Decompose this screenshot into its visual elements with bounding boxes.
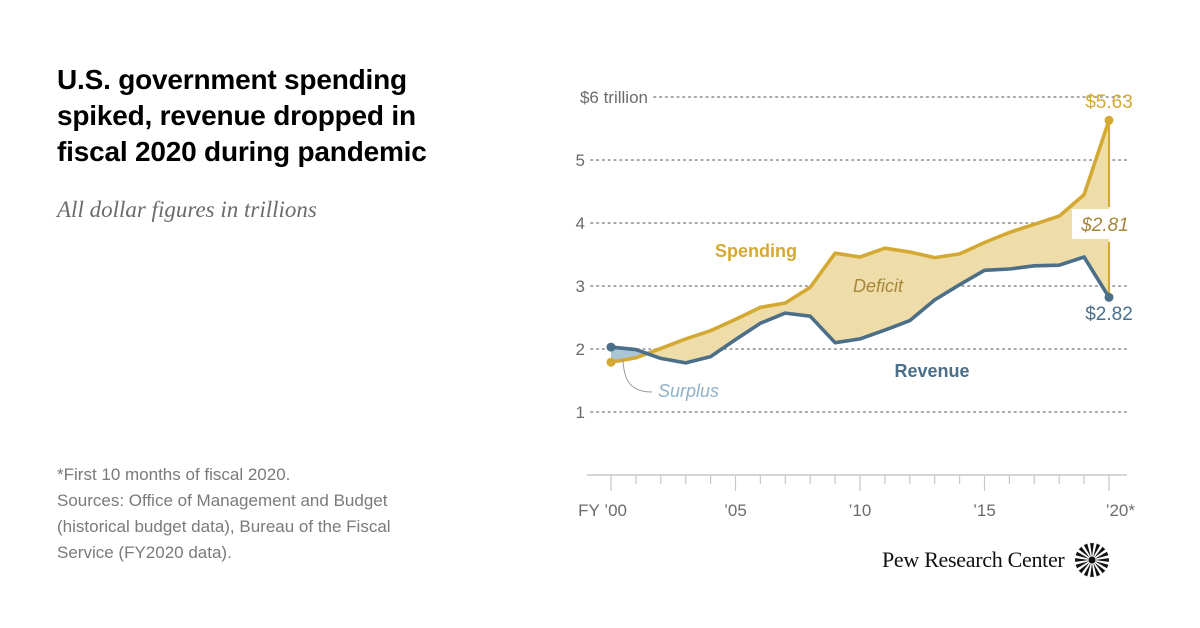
sunburst-ray: [1095, 561, 1109, 569]
sunburst-ray: [1095, 551, 1109, 559]
x-tick-label: ’10: [849, 501, 872, 520]
spending-point: [1104, 115, 1114, 125]
deficit-label-bg: [842, 272, 914, 296]
x-tick-label: ’05: [724, 501, 747, 520]
sunburst-center: [1088, 556, 1096, 564]
spending-label: Spending: [715, 241, 797, 261]
brand-name: Pew Research Center: [882, 547, 1065, 572]
sunburst-ray: [1094, 562, 1106, 574]
revenue-line: [609, 255, 1111, 365]
sunburst-ray: [1076, 561, 1090, 569]
deficit-area: [647, 120, 1109, 363]
area-fills: [611, 120, 1110, 363]
spending-point: [606, 357, 616, 367]
pew-sunburst-icon: [1075, 543, 1110, 577]
surplus-leader-line: [622, 359, 653, 393]
sunburst-ray: [1079, 562, 1091, 574]
footnote-sources-2: (historical budget data), Bureau of the …: [57, 517, 391, 536]
sunburst-ray: [1090, 563, 1095, 577]
sunburst-ray: [1079, 546, 1091, 558]
series-lines: [606, 115, 1114, 367]
footnote-sources-1: Sources: Office of Management and Budget: [57, 491, 388, 510]
chart-subtitle: All dollar figures in trillions: [57, 197, 317, 222]
sunburst-ray: [1090, 543, 1095, 557]
surplus-label: Surplus: [658, 381, 719, 401]
chart-title: U.S. government spending spiked, revenue…: [57, 64, 427, 167]
y-tick-label: 3: [576, 277, 585, 296]
pew-logo: Pew Research Center: [882, 542, 1110, 578]
y-tick-label: 5: [576, 151, 585, 170]
spending-line: [609, 118, 1111, 364]
y-tick-label: $6 trillion: [580, 88, 648, 107]
deficit-end-value: $2.81: [1080, 215, 1129, 236]
sunburst-ray: [1076, 551, 1090, 559]
revenue-end-value: $2.82: [1085, 304, 1133, 325]
revenue-point: [1104, 292, 1114, 302]
x-tick-label: ’15: [973, 501, 996, 520]
footnotes: *First 10 months of fiscal 2020. Sources…: [57, 462, 497, 566]
sunburst-ray: [1084, 562, 1092, 577]
deficit-value-bg: [1072, 209, 1128, 239]
annotations: Spending Revenue Deficit Surplus $5.63 $2.81 $…: [622, 92, 1133, 401]
sunburst-ray: [1094, 546, 1106, 558]
y-tick-label: 2: [576, 340, 585, 359]
revenue-point: [606, 342, 616, 352]
sunburst-ray: [1084, 543, 1092, 558]
x-tick-label: FY ’00: [578, 501, 627, 520]
footnote-asterisk: *First 10 months of fiscal 2020.: [57, 465, 291, 484]
sunburst-ray: [1093, 562, 1101, 577]
sunburst-ray: [1075, 558, 1090, 562]
sunburst-ray: [1095, 558, 1110, 562]
x-axis: FY ’00 ’05 ’10 ’15 ’20*: [578, 474, 1136, 520]
x-tick-label: ’20*: [1106, 501, 1136, 520]
spending-end-value: $5.63: [1085, 92, 1133, 113]
sunburst-ray: [1093, 543, 1101, 558]
footnote-sources-3: Service (FY2020 data).: [57, 543, 232, 562]
y-tick-label: 4: [576, 214, 585, 233]
deficit-label: Deficit: [853, 276, 904, 296]
y-tick-label: 1: [576, 403, 585, 422]
revenue-label: Revenue: [894, 361, 969, 381]
